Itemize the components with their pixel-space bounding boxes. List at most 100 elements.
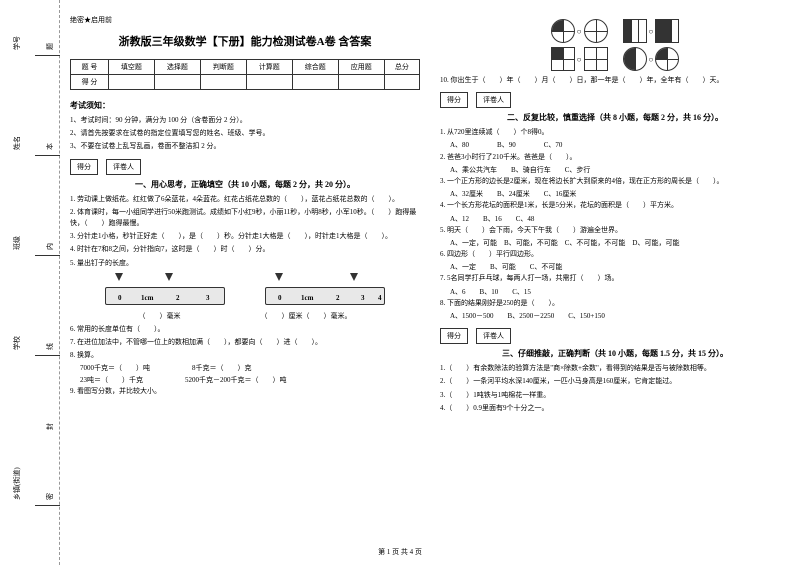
- square-grid-icon: [551, 47, 575, 71]
- cell[interactable]: [246, 75, 292, 90]
- cell[interactable]: [154, 75, 200, 90]
- cell[interactable]: [384, 75, 419, 90]
- ruler-answer: （ ）毫米: [139, 311, 181, 322]
- ruler-diagram-row: 0 1cm 2 3 0 1cm 2 3 4: [70, 275, 420, 305]
- ruler-body: 0 1cm 2 3 4: [265, 287, 385, 305]
- question: 1.（ ）有余数除法的验算方法是"商×除数+余数"，看得到的结果是否与被除数相等…: [440, 363, 790, 374]
- ruler-tick-label: 2: [336, 294, 340, 302]
- cell: 判断题: [200, 60, 246, 75]
- margin-line: [35, 55, 60, 56]
- notice-item: 2、请首先按要求在试卷的指定位置填写您的姓名、班级、学号。: [70, 128, 420, 139]
- cell: 得 分: [71, 75, 109, 90]
- question: 5. 量出钉子的长度。: [70, 258, 420, 269]
- ruler-answer: （ ）厘米（ ）毫米。: [261, 311, 352, 322]
- cell: 题 号: [71, 60, 109, 75]
- score-label: 得分: [440, 92, 468, 108]
- compare-paren: ○: [577, 27, 582, 36]
- ruler-tick-label: 1cm: [141, 294, 153, 302]
- question: 4. 一个长方形花坛的面积是1米，长是5分米，花坛的面积是（ ）平方米。: [440, 200, 790, 211]
- ruler-tick-label: 3: [206, 294, 210, 302]
- cell: 应用题: [338, 60, 384, 75]
- question: 7. 5名同学打乒乓球，每两人打一场，共需打（ ）场。: [440, 273, 790, 284]
- ruler-tick-label: 1cm: [301, 294, 313, 302]
- options: A、一定 B、可能 C、不可能: [440, 262, 790, 273]
- side-text-1: 题: [45, 43, 55, 50]
- options: A、12 B、16 C、48: [440, 214, 790, 225]
- cell: 计算题: [246, 60, 292, 75]
- cell[interactable]: [200, 75, 246, 90]
- question: 9. 看图写分数，并比较大小。: [70, 386, 420, 397]
- exam-title: 浙教版三年级数学【下册】能力检测试卷A卷 含答案: [70, 33, 420, 49]
- ruler-answers: （ ）毫米 （ ）厘米（ ）毫米。: [70, 311, 420, 324]
- section-score-box: 得分 评卷人: [440, 328, 790, 344]
- question: 4. 时针在7和8之间，分针指向7，这时是（ ）时（ ）分。: [70, 244, 420, 255]
- question: 6. 常用的长度单位有（ ）。: [70, 324, 420, 335]
- margin-label-5: 乡镇(街道): [12, 467, 22, 500]
- arrow-icon: [350, 273, 358, 281]
- options: A、32厘米 B、24厘米 C、16厘米: [440, 189, 790, 200]
- shape-group: ○: [551, 47, 608, 71]
- confidential-note: 绝密★启用前: [70, 15, 420, 25]
- question: 6. 四边形（ ）平行四边形。: [440, 249, 790, 260]
- question: 2.（ ）一条河平均水深140厘米，一匹小马身高是160厘米，它肯定能过。: [440, 376, 790, 387]
- circle-fraction-icon: [584, 19, 608, 43]
- cell: 综合题: [292, 60, 338, 75]
- options: A、80 B、90 C、70: [440, 140, 790, 151]
- section-1-title: 一、用心思考，正确填空（共 10 小题，每题 2 分，共 20 分）。: [70, 179, 420, 190]
- circle-fraction-icon: [655, 47, 679, 71]
- notice-item: 3、不要在试卷上乱写乱画，卷面不整洁扣 2 分。: [70, 141, 420, 152]
- margin-label-3: 班级: [12, 236, 22, 250]
- ruler-tick-label: 2: [176, 294, 180, 302]
- notice-item: 1、考试时间：90 分钟，满分为 100 分（含卷面分 2 分）。: [70, 115, 420, 126]
- cell[interactable]: [292, 75, 338, 90]
- options: A、1500－500 B、2500－2250 C、150+150: [440, 311, 790, 322]
- reviewer-label: 评卷人: [476, 92, 511, 108]
- question: 3. 分针走1小格，秒针正好走（ ），是（ ）秒。分针走1大格是（ ），时针走1…: [70, 231, 420, 242]
- sub-question: 7000千克＝（ ）吨 8千克＝（ ）克: [70, 363, 420, 374]
- question: 1. 劳动课上做纸花。红红做了6朵蓝花，4朵蓝花。红花占纸花总数的（ ），蓝花占…: [70, 194, 420, 205]
- question: 4.（ ）0.9里面有9个十分之一。: [440, 403, 790, 414]
- arrow-icon: [165, 273, 173, 281]
- question: 3. 一个正方形的边长是2厘米，现在将边长扩大到原来的4倍，现在正方形的周长是（…: [440, 176, 790, 187]
- question: 1. 从720里连续减（ ）个8得0。: [440, 127, 790, 138]
- side-text-2: 本: [45, 143, 55, 150]
- cell: 选择题: [154, 60, 200, 75]
- ruler-tick-label: 0: [118, 294, 122, 302]
- circle-fraction-icon: [551, 19, 575, 43]
- ruler-1: 0 1cm 2 3: [105, 275, 225, 305]
- cell[interactable]: [338, 75, 384, 90]
- arrow-icon: [115, 273, 123, 281]
- reviewer-label: 评卷人: [106, 159, 141, 175]
- margin-line: [35, 355, 60, 356]
- cell[interactable]: [108, 75, 154, 90]
- question: 2. 爸爸3小时行了210千米。爸爸是（ ）。: [440, 152, 790, 163]
- shape-group: ○: [623, 19, 680, 43]
- fraction-shapes-row-2: ○ ○: [440, 47, 790, 71]
- margin-line: [35, 505, 60, 506]
- notice-heading: 考试须知：: [70, 100, 420, 111]
- arrow-icon: [275, 273, 283, 281]
- score-label: 得分: [70, 159, 98, 175]
- shape-group: ○: [551, 19, 608, 43]
- binding-margin: 学号 题 姓名 本 班级 内 学校 线 封 乡镇(街道) 密: [0, 0, 60, 565]
- ruler-tick-label: 3: [361, 294, 365, 302]
- right-column: ○ ○: [440, 15, 790, 416]
- question: 5. 明天（ ）会下雨，今天下午我（ ）游遍全世界。: [440, 225, 790, 236]
- square-fraction-icon: [623, 19, 647, 43]
- question: 3.（ ）1吨铁与1吨棉花一样重。: [440, 390, 790, 401]
- score-label: 得分: [440, 328, 468, 344]
- margin-label-4: 学校: [12, 336, 22, 350]
- reviewer-label: 评卷人: [476, 328, 511, 344]
- compare-paren: ○: [649, 27, 654, 36]
- ruler-tick-label: 0: [278, 294, 282, 302]
- side-text-3: 内: [45, 243, 55, 250]
- ruler-tick-label: 4: [378, 294, 382, 302]
- section-2-title: 二、反复比较，慎重选择（共 8 小题，每题 2 分，共 16 分）。: [440, 112, 790, 123]
- sub-question: 23吨＝（ ）千克 5200千克－200千克＝（ ）吨: [70, 375, 420, 386]
- options: A、乘公共汽车 B、骑自行车 C、步行: [440, 165, 790, 176]
- question: 8. 下面的结果刚好是250的是（ ）。: [440, 298, 790, 309]
- shape-group: ○: [623, 47, 680, 71]
- margin-line: [35, 155, 60, 156]
- side-text-4: 线: [45, 343, 55, 350]
- margin-label-1: 学号: [12, 36, 22, 50]
